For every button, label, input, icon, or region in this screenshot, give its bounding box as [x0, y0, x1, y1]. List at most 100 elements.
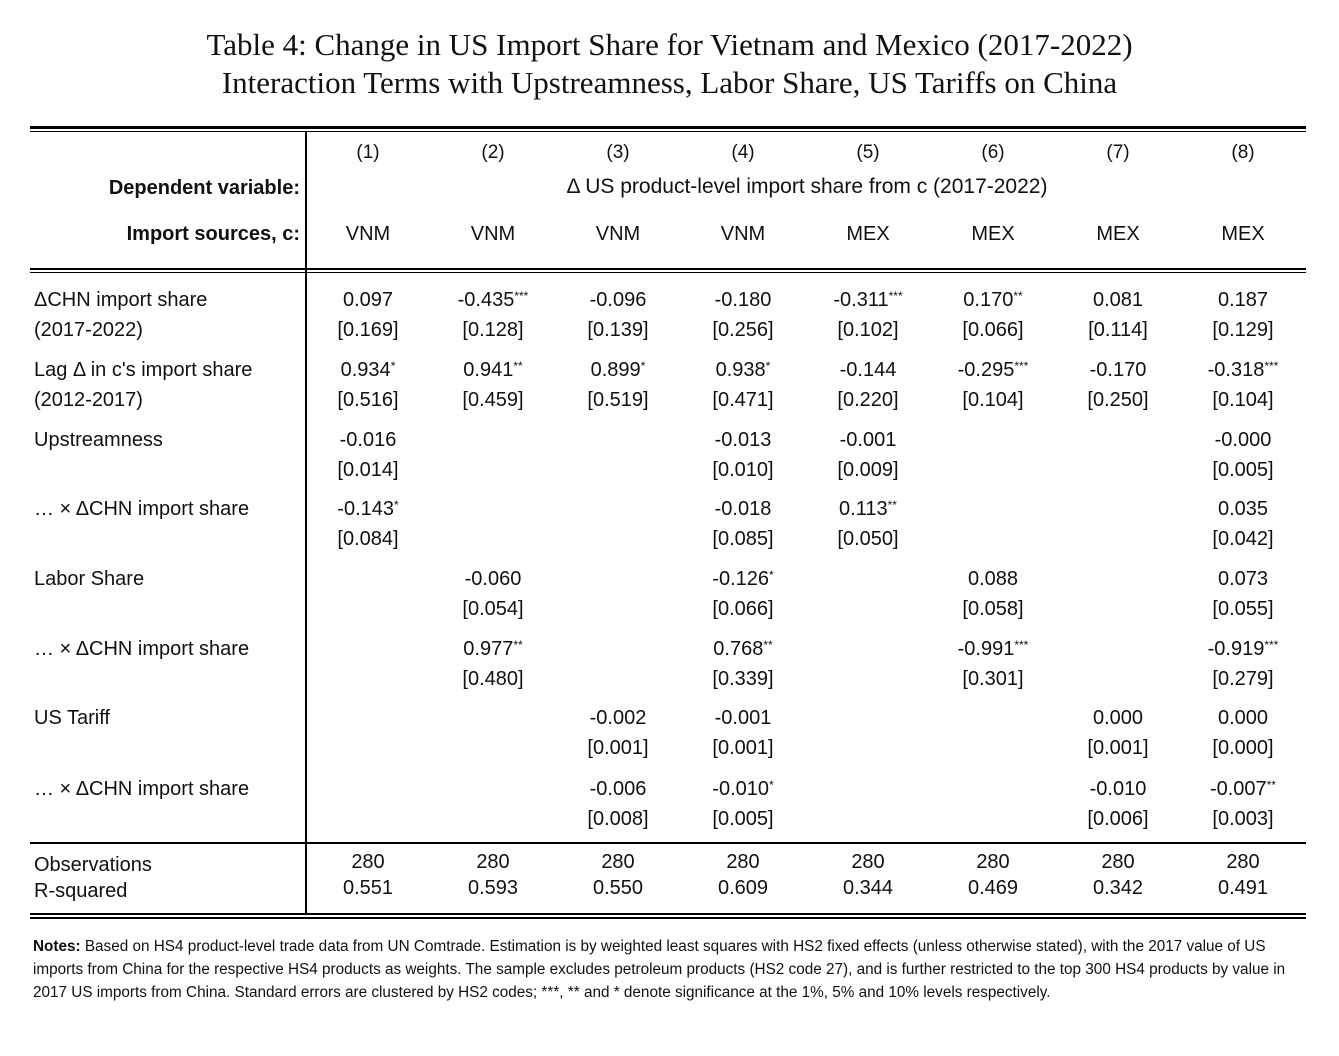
row-label: … × ΔCHN import share	[34, 638, 250, 660]
coefficient: 0.097	[306, 288, 430, 312]
coefficient-value: -0.060	[464, 568, 522, 590]
coefficient: 0.938*	[681, 358, 805, 382]
coefficient: 0.941**	[431, 358, 555, 382]
coefficient: -0.013	[681, 428, 805, 452]
coefficient: -0.143*	[306, 497, 430, 521]
coefficient-value: -0.007	[1209, 778, 1267, 800]
observations-label: Observations	[34, 854, 152, 876]
coefficient-value: 0.187	[1217, 289, 1269, 311]
import-source: VNM	[595, 223, 641, 245]
coefficient: -0.180	[681, 288, 805, 312]
coefficient: 0.170**	[931, 288, 1055, 312]
standard-error: [0.084]	[337, 528, 399, 550]
significance-stars: **	[513, 638, 523, 652]
column-number: (3)	[606, 142, 630, 163]
coefficient-value: -0.000	[1214, 429, 1272, 451]
r-squared-value: 0.593	[467, 877, 519, 899]
coefficient: 0.934*	[306, 358, 430, 382]
r-squared-value: 0.491	[1217, 877, 1269, 899]
standard-error: [0.010]	[712, 459, 774, 481]
r-squared-value: 0.550	[592, 877, 644, 899]
significance-stars: **	[887, 498, 897, 512]
standard-error: [0.102]	[837, 319, 899, 341]
coefficient-value: 0.113	[839, 498, 888, 520]
coefficient-value: -0.170	[1089, 359, 1147, 381]
coefficient: -0.001	[681, 706, 805, 730]
standard-error: [0.169]	[337, 319, 399, 341]
coefficient-value: -0.435	[457, 289, 515, 311]
coefficient-value: 0.899	[590, 359, 641, 381]
coefficient: 0.088	[931, 567, 1055, 591]
coefficient-value: 0.977	[463, 638, 514, 660]
standard-error: [0.339]	[712, 668, 774, 690]
coefficient-value: -0.006	[589, 778, 647, 800]
observations-value: 280	[1101, 851, 1135, 873]
standard-error: [0.009]	[837, 459, 899, 481]
coefficient-value: -0.143	[337, 498, 395, 520]
coefficient: -0.991***	[931, 637, 1055, 661]
significance-stars: ***	[1264, 359, 1279, 373]
coefficient-value: -0.018	[714, 498, 772, 520]
standard-error: [0.005]	[1212, 459, 1274, 481]
observations-value: 280	[476, 851, 510, 873]
standard-error: [0.129]	[1212, 319, 1274, 341]
standard-error: [0.003]	[1212, 808, 1274, 830]
column-number: (1)	[356, 142, 380, 163]
coefficient-value: -0.126	[712, 568, 770, 590]
table-notes: Notes: Based on HS4 product-level trade …	[33, 935, 1308, 1004]
standard-error: [0.459]	[462, 389, 524, 411]
coefficient: -0.007**	[1181, 777, 1305, 801]
standard-error: [0.001]	[1087, 737, 1149, 759]
standard-error: [0.058]	[962, 598, 1024, 620]
dependent-variable-value: Δ US product-level import share from c (…	[566, 175, 1048, 198]
row-label: Upstreamness	[34, 429, 163, 451]
standard-error: [0.104]	[1212, 389, 1274, 411]
standard-error: [0.066]	[712, 598, 774, 620]
coefficient: -0.060	[431, 567, 555, 591]
coefficient-value: 0.081	[1092, 289, 1144, 311]
import-source: MEX	[1096, 223, 1140, 245]
coefficient: 0.000	[1056, 706, 1180, 730]
coefficient-value: -0.001	[714, 707, 772, 729]
significance-stars: *	[765, 359, 771, 373]
coefficient-value: -0.002	[589, 707, 647, 729]
coefficient-value: 0.170	[963, 289, 1014, 311]
column-number: (8)	[1231, 142, 1255, 163]
row-label: Lag Δ in c's import share	[34, 359, 253, 381]
row-label: … × ΔCHN import share	[34, 498, 250, 520]
coefficient-value: 0.768	[713, 638, 764, 660]
coefficient: -0.144	[806, 358, 930, 382]
standard-error: [0.006]	[1087, 808, 1149, 830]
standard-error: [0.519]	[587, 389, 649, 411]
label-column-divider	[305, 131, 307, 913]
coefficient-value: -0.144	[839, 359, 897, 381]
coefficient: 0.899*	[556, 358, 680, 382]
standard-error: [0.220]	[837, 389, 899, 411]
row-label-sub: (2012-2017)	[34, 389, 143, 411]
standard-error: [0.005]	[712, 808, 774, 830]
coefficient: 0.977**	[431, 637, 555, 661]
coefficient-value: -0.010	[1089, 778, 1147, 800]
column-number: (4)	[731, 142, 755, 163]
significance-stars: **	[763, 638, 773, 652]
standard-error: [0.050]	[837, 528, 899, 550]
significance-stars: **	[513, 359, 523, 373]
significance-stars: ***	[514, 289, 529, 303]
significance-stars: ***	[888, 289, 903, 303]
coefficient-value: -0.010	[712, 778, 770, 800]
coefficient-value: 0.073	[1217, 568, 1269, 590]
coefficient: 0.000	[1181, 706, 1305, 730]
coefficient: -0.170	[1056, 358, 1180, 382]
standard-error: [0.250]	[1087, 389, 1149, 411]
import-sources-label: Import sources, c:	[126, 223, 300, 245]
r-squared-label: R-squared	[34, 880, 128, 902]
standard-error: [0.000]	[1212, 737, 1274, 759]
dependent-variable-label: Dependent variable:	[108, 177, 300, 199]
standard-error: [0.055]	[1212, 598, 1274, 620]
coefficient: 0.081	[1056, 288, 1180, 312]
header-rule-thin	[30, 272, 1306, 273]
column-number: (7)	[1106, 142, 1130, 163]
row-label: … × ΔCHN import share	[34, 778, 250, 800]
coefficient: -0.435***	[431, 288, 555, 312]
import-source: VNM	[720, 223, 766, 245]
